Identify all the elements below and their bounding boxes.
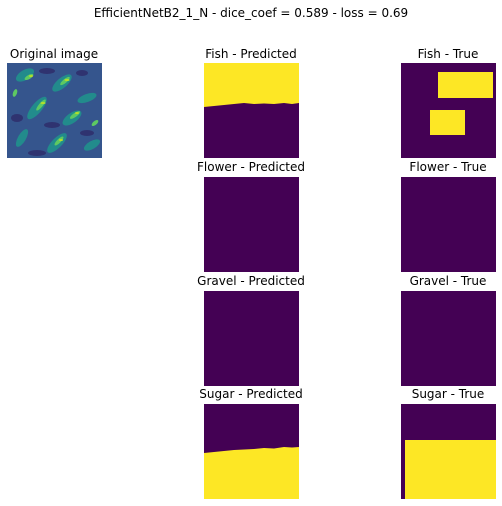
sugar-predicted-title: Sugar - Predicted [199, 387, 303, 401]
gravel-predicted-mask [204, 291, 299, 386]
fish-true-mask [401, 63, 496, 158]
figure-title: EfficientNetB2_1_N - dice_coef = 0.589 -… [93, 6, 409, 20]
fish-true-title: Fish - True [417, 47, 479, 61]
original-image-title: Original image [9, 47, 99, 61]
flower-predicted-mask [204, 177, 299, 272]
original-image [7, 63, 102, 158]
gravel-true-mask [401, 291, 496, 386]
gravel-true-title: Gravel - True [409, 274, 487, 288]
sugar-true-mask [401, 404, 496, 499]
fish-predicted-title: Fish - Predicted [205, 47, 297, 61]
flower-true-mask [401, 177, 496, 272]
flower-predicted-title: Flower - Predicted [197, 160, 305, 174]
fish-predicted-mask [204, 63, 299, 158]
sugar-predicted-mask [204, 404, 299, 499]
sugar-true-title: Sugar - True [411, 387, 485, 401]
flower-true-title: Flower - True [409, 160, 487, 174]
gravel-predicted-title: Gravel - Predicted [197, 274, 305, 288]
